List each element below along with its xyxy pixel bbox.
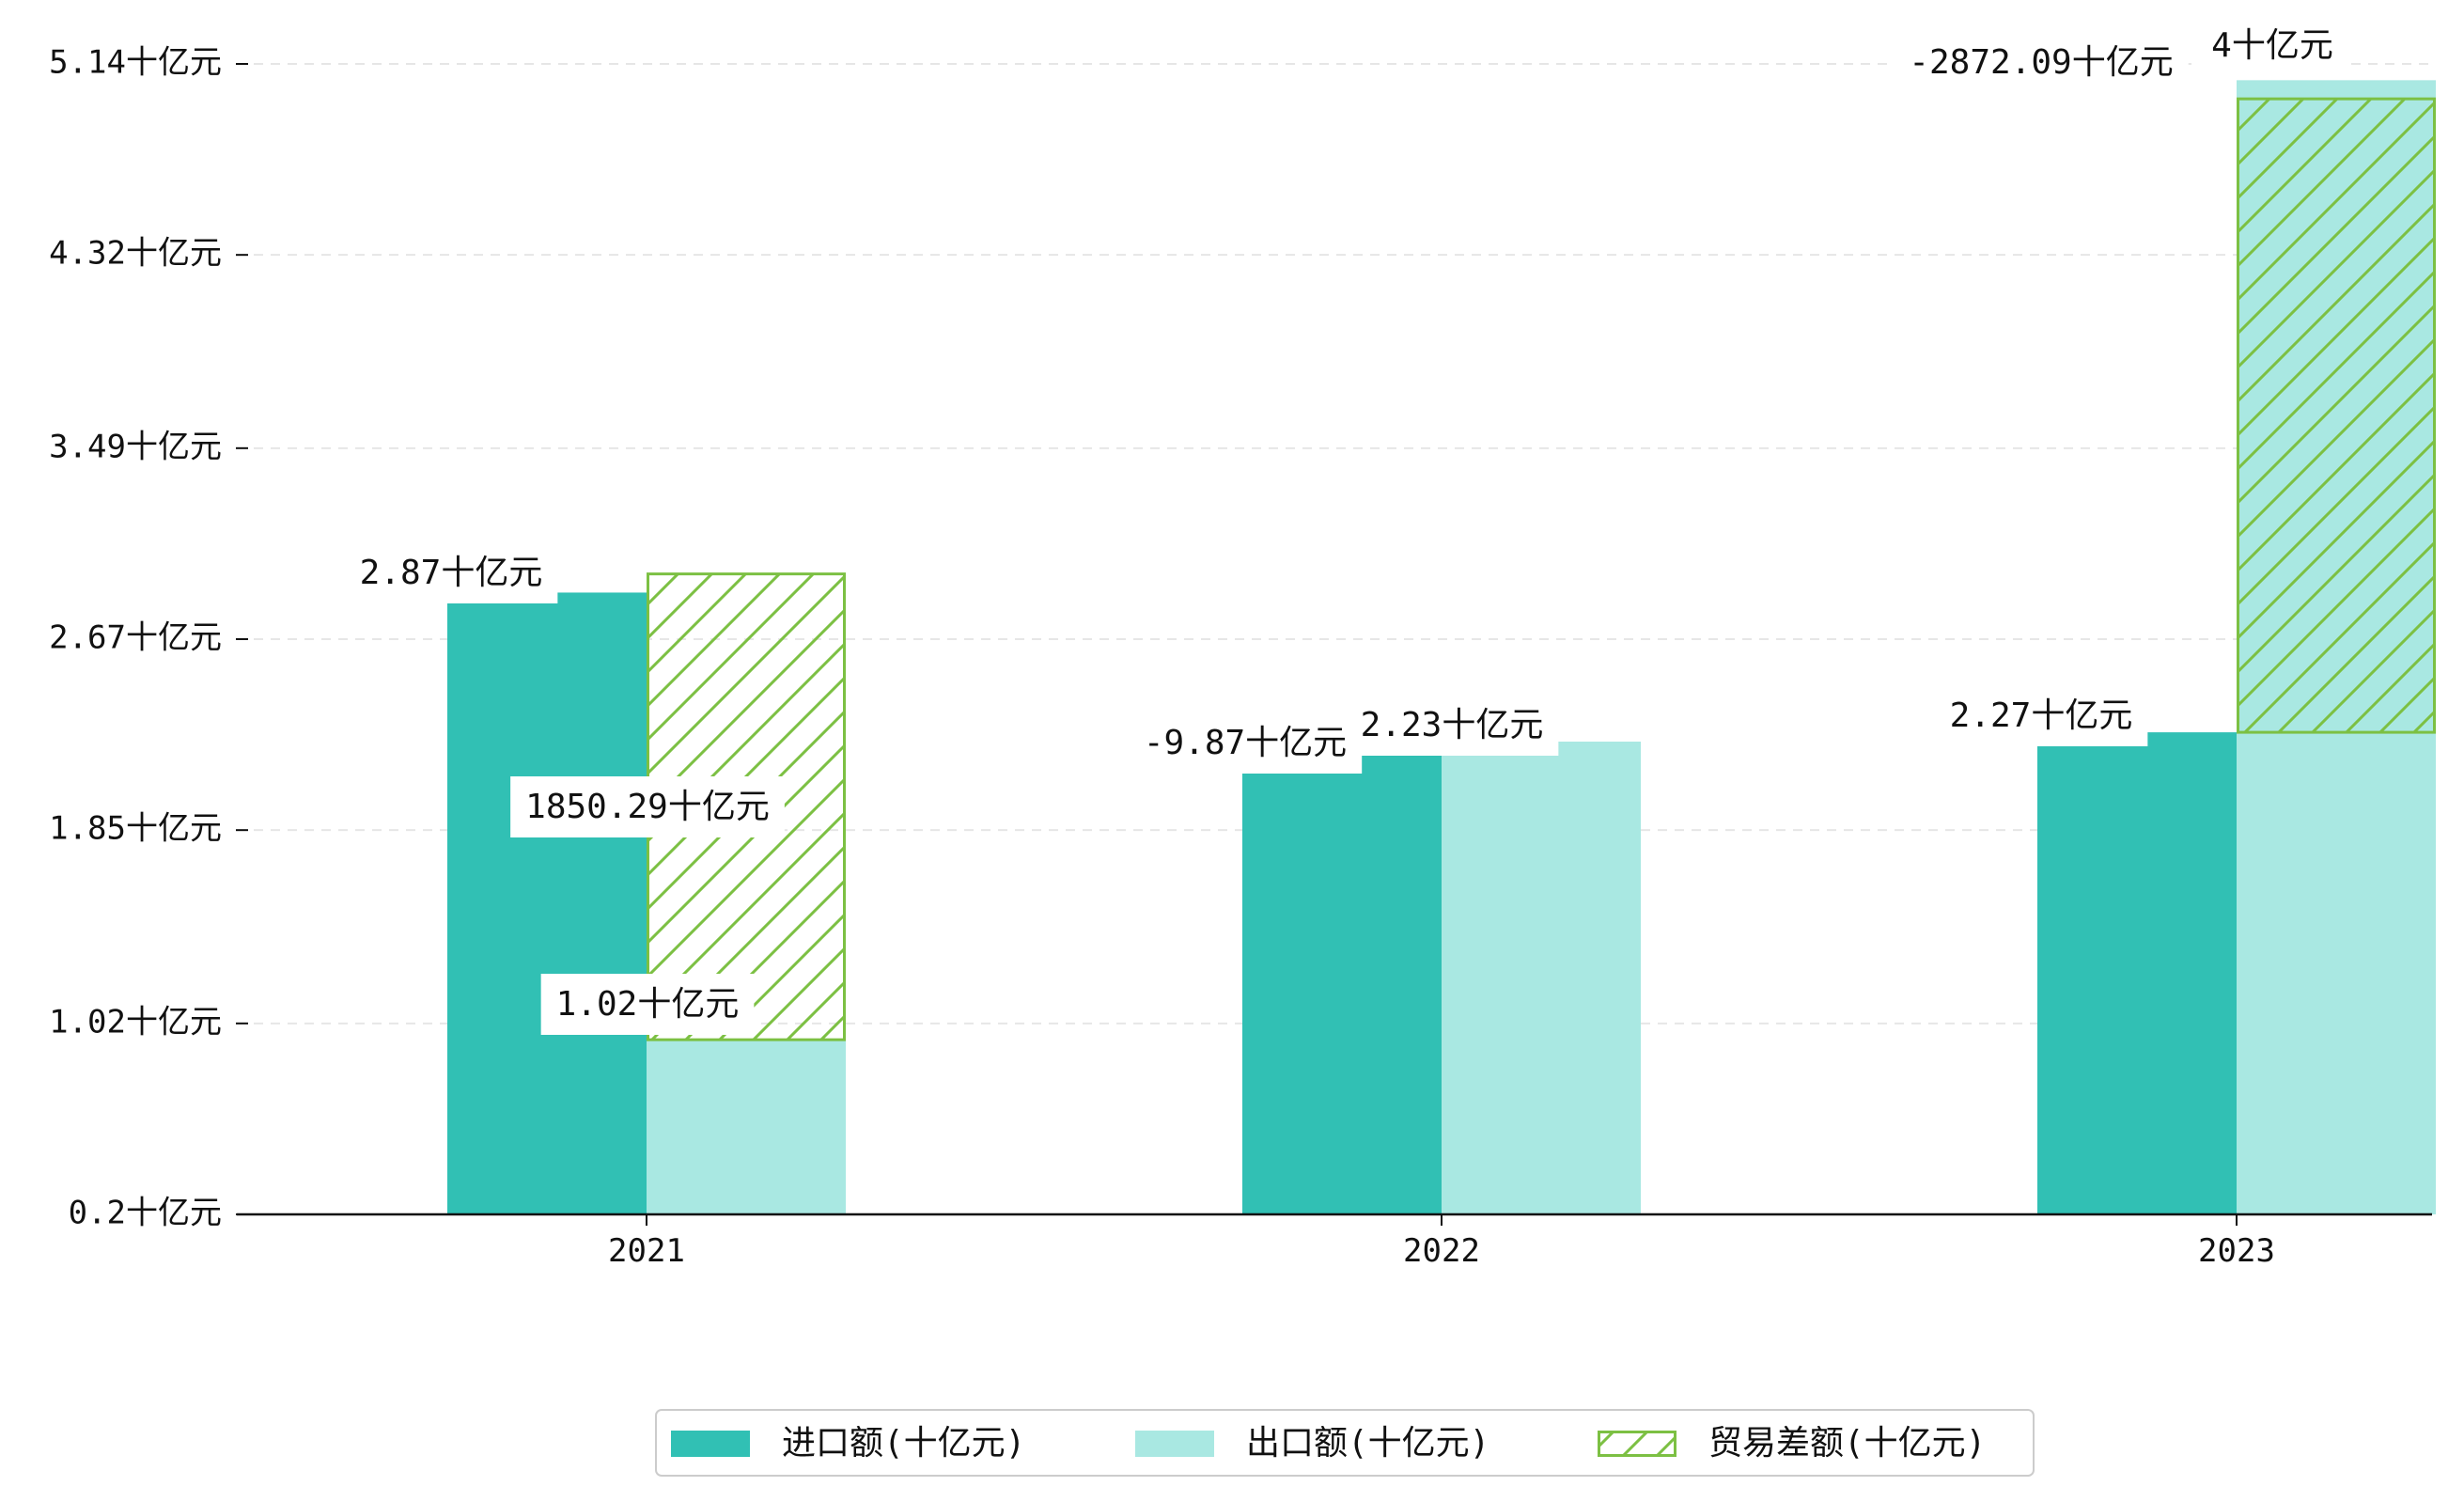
- data-labels: 2.87十亿元 1850.29十亿元 1.02十亿元 2.23十亿元 -9.87十亿元 4…: [344, 15, 2348, 1035]
- x-tick-label: 2022: [1403, 1232, 1480, 1270]
- x-tick-label: 2023: [2198, 1232, 2275, 1270]
- data-label-bg: [540, 974, 755, 1035]
- legend-swatch: [1598, 1431, 1676, 1457]
- bar-import-2022: [1242, 748, 1442, 1214]
- data-label-bg: [1128, 712, 1363, 774]
- bar-export-2021: [647, 1040, 846, 1214]
- legend-item-import: 进口额(十亿元): [671, 1424, 1025, 1463]
- data-label-bg: [1934, 685, 2148, 746]
- data-label-bg: [2196, 15, 2348, 76]
- y-tick-label: 4.32十亿元: [49, 235, 222, 273]
- legend-swatch: [1135, 1431, 1214, 1457]
- data-label-bg: [510, 776, 785, 837]
- legend-label: 进口额(十亿元): [782, 1424, 1025, 1463]
- y-tick-label: 5.14十亿元: [49, 44, 222, 82]
- legend-swatch: [671, 1431, 750, 1457]
- bar-import-2023: [2037, 732, 2237, 1214]
- data-label-text: -2872.09十亿元: [1909, 43, 2173, 82]
- bar-export-2022: [1442, 742, 1641, 1214]
- data-label-bg: [1345, 695, 1559, 756]
- data-label-bg: [344, 542, 558, 603]
- data-label-text: 2.27十亿元: [1950, 696, 2133, 735]
- data-label-text: -9.87十亿元: [1144, 724, 1347, 762]
- x-axis: 2021 2022 2023: [237, 1213, 2432, 1270]
- data-label: 1.02十亿元: [540, 974, 755, 1035]
- bar-balance-2023: [2237, 97, 2436, 734]
- legend-item-export: 出口额(十亿元): [1135, 1424, 1489, 1463]
- data-label: 4十亿元: [2196, 15, 2348, 76]
- legend-label: 贸易差额(十亿元): [1708, 1424, 1986, 1463]
- legend-label: 出口额(十亿元): [1246, 1424, 1489, 1463]
- data-label: 2.87十亿元: [344, 542, 558, 603]
- data-label-text: 2.23十亿元: [1361, 706, 1544, 744]
- y-tick-label: 1.02十亿元: [49, 1003, 222, 1040]
- x-tick-label: 2021: [608, 1232, 685, 1270]
- data-label-text: 4十亿元: [2211, 26, 2333, 65]
- data-label-text: 1.02十亿元: [556, 985, 740, 1024]
- data-label-bg: [1894, 32, 2189, 93]
- legend: 进口额(十亿元) 出口额(十亿元) 贸易差额(十亿元): [655, 1409, 2035, 1477]
- data-label: -2872.09十亿元: [1894, 32, 2189, 93]
- data-label-text: 1850.29十亿元: [525, 788, 770, 826]
- data-label: 1850.29十亿元: [510, 776, 785, 837]
- data-label: 2.23十亿元: [1345, 695, 1559, 756]
- data-label: -9.87十亿元: [1128, 712, 1363, 774]
- y-tick-label: 2.67十亿元: [49, 619, 222, 657]
- data-label: 2.27十亿元: [1934, 685, 2148, 746]
- y-tick-label: 1.85十亿元: [49, 810, 222, 848]
- y-tick-label: 3.49十亿元: [49, 428, 222, 465]
- data-label-text: 2.87十亿元: [360, 554, 543, 592]
- y-axis: 0.2十亿元 1.02十亿元 1.85十亿元 2.67十亿元 3.49十亿元 4.32十亿…: [49, 44, 248, 1232]
- legend-box: [655, 1409, 2035, 1477]
- legend-item-balance: 贸易差额(十亿元): [1598, 1424, 1986, 1463]
- bar-import-2021: [447, 592, 647, 1214]
- y-tick-label: 0.2十亿元: [69, 1195, 222, 1232]
- bars: [447, 80, 2436, 1215]
